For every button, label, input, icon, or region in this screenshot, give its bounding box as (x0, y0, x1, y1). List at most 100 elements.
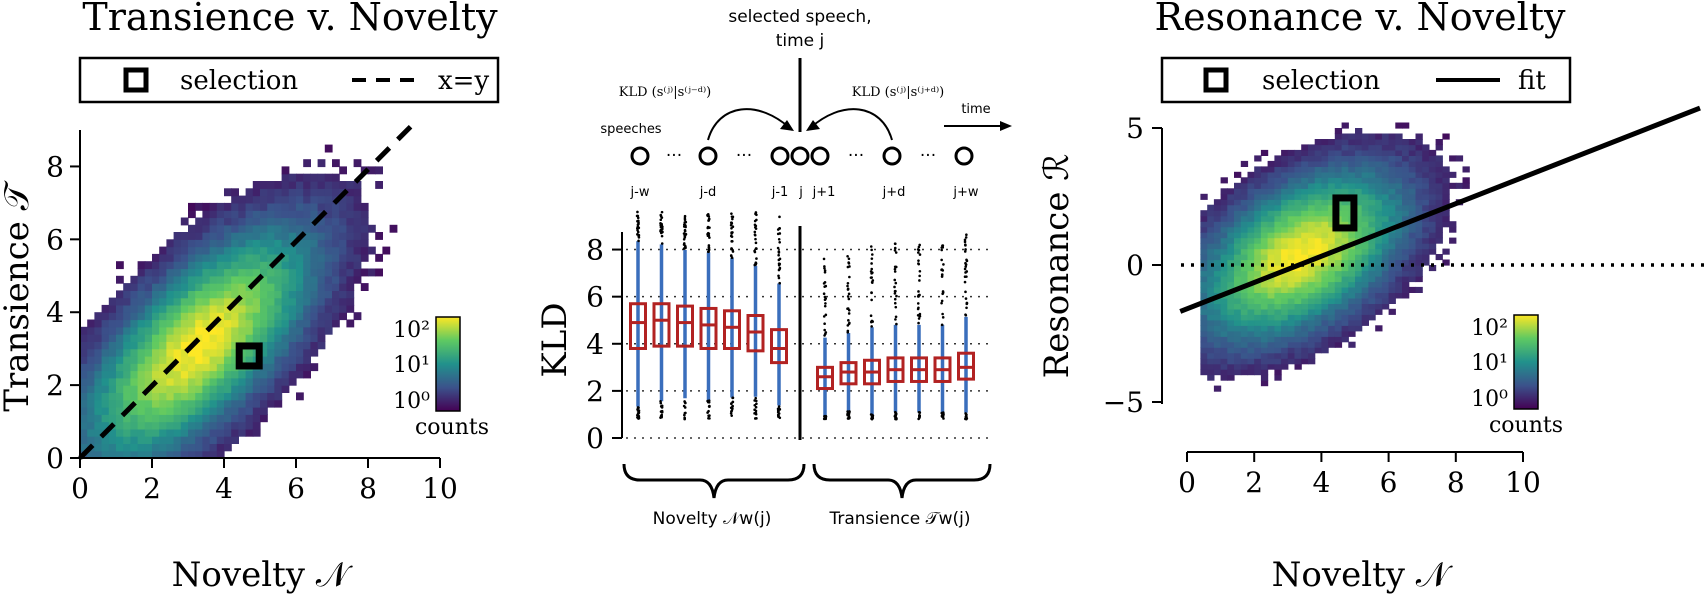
heatmap-cell (1287, 243, 1296, 250)
heatmap-cell (1254, 265, 1262, 272)
heatmap-cell (1408, 226, 1417, 233)
heatmap-cell (1227, 319, 1235, 326)
heatmap-cell (288, 290, 297, 299)
heatmap-cell (296, 312, 304, 321)
heatmap-cell (224, 341, 232, 350)
heatmap-cell (166, 341, 175, 350)
heatmap-cell (332, 283, 340, 291)
heatmap-cell (260, 195, 268, 204)
heatmap-cell (1442, 182, 1450, 189)
heatmap-cell (303, 326, 311, 335)
outlier-point (848, 416, 851, 420)
panel-c-axes: 0 2 4 6 8 10−505 (1103, 112, 1541, 499)
colorbar-tick-mid: 10¹ (393, 353, 430, 378)
outlier-point (871, 416, 874, 420)
heatmap-cell (296, 341, 304, 350)
heatmap-cell (1415, 188, 1423, 195)
heatmap-cell (87, 319, 95, 328)
heatmap-cell (1227, 352, 1235, 359)
heatmap-cell (1328, 144, 1336, 151)
heatmap-cell (130, 348, 139, 357)
heatmap-cell (1334, 281, 1343, 288)
heatmap-cell (1274, 325, 1282, 332)
heatmap-cell (80, 443, 88, 452)
heatmap-cell (1240, 292, 1249, 299)
box-iqr (652, 302, 671, 348)
heatmap-cell (281, 319, 290, 328)
heatmap-cell (317, 224, 326, 233)
outlier-point (941, 411, 945, 415)
heatmap-cell (1240, 221, 1249, 228)
heatmap-cell (245, 239, 254, 248)
heatmap-cell (288, 377, 297, 386)
heatmap-cell (87, 421, 95, 430)
outlier-point (941, 292, 944, 296)
heatmap-cell (310, 363, 319, 372)
heatmap-cell (1294, 276, 1302, 283)
heatmap-cell (1281, 352, 1289, 359)
heatmap-cell (116, 297, 124, 306)
heatmap-cell (238, 268, 247, 277)
heatmap-cell (1200, 358, 1208, 365)
heatmap-cell (1428, 166, 1437, 173)
heatmap-cell (1220, 325, 1228, 332)
heatmap-cell (130, 319, 139, 328)
heatmap-cell (1395, 210, 1403, 217)
heatmap-cell (1287, 171, 1296, 178)
heatmap-cell (1381, 232, 1390, 239)
heatmap-cell (159, 363, 167, 372)
heatmap-cell (1281, 314, 1289, 321)
heatmap-cell (1220, 254, 1228, 261)
heatmap-cell (209, 363, 218, 372)
heatmap-cell (1321, 276, 1329, 283)
heatmap-cell (188, 363, 196, 372)
heatmap-cell (1274, 374, 1282, 381)
heatmap-cell (224, 334, 232, 342)
heatmap-cell (346, 290, 355, 299)
heatmap-cell (281, 239, 290, 248)
outlier-point (893, 285, 896, 289)
heatmap-cell (1274, 281, 1282, 288)
heatmap-cell (1395, 122, 1403, 129)
heatmap-cell (1260, 292, 1269, 299)
heatmap-cell (1220, 314, 1228, 321)
heatmap-cell (101, 392, 110, 401)
heatmap-cell (1388, 248, 1396, 255)
heatmap-cell (296, 210, 304, 219)
heatmap-cell (1301, 341, 1309, 348)
heatmap-cell (1381, 144, 1390, 151)
heatmap-cell (1274, 341, 1282, 348)
heatmap-cell (303, 224, 311, 233)
heatmap-cell (1314, 204, 1322, 211)
heatmap-cell (288, 261, 297, 270)
heatmap-cell (1361, 215, 1369, 222)
heatmap-cell (303, 312, 311, 321)
heatmap-cell (1267, 254, 1275, 261)
y-tick-label: 2 (586, 375, 604, 408)
heatmap-cell (1207, 374, 1215, 381)
heatmap-cell (1334, 270, 1343, 277)
heatmap-cell (1415, 259, 1423, 266)
heatmap-cell (1308, 265, 1316, 272)
heatmap-cell (195, 363, 203, 372)
heatmap-cell (324, 319, 333, 328)
heatmap-cell (1247, 292, 1255, 299)
heatmap-cell (1314, 314, 1322, 321)
outlier-point (917, 290, 920, 293)
heatmap-cell (1428, 182, 1437, 189)
heatmap-cell (224, 363, 232, 372)
heatmap-cell (188, 421, 196, 430)
outlier-point (684, 401, 687, 405)
heatmap-cell (1240, 369, 1249, 376)
heatmap-cell (1355, 297, 1363, 304)
heatmap-cell (1328, 166, 1336, 173)
heatmap-cell (1213, 336, 1222, 343)
heatmap-cell (324, 297, 333, 306)
heatmap-cell (180, 312, 189, 321)
heatmap-cell (1395, 177, 1403, 184)
heatmap-cell (1274, 215, 1282, 222)
heatmap-cell (1375, 254, 1383, 261)
heatmap-cell (1408, 204, 1417, 211)
outlier-point (894, 412, 898, 416)
heatmap-cell (1334, 232, 1343, 239)
